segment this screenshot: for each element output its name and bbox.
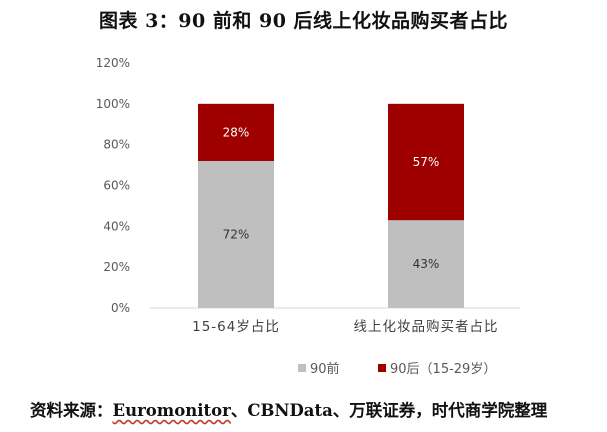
data-label: 57%: [413, 155, 440, 169]
bar-segment: [388, 220, 464, 308]
y-tick-label: 60%: [103, 179, 130, 193]
y-tick-label: 80%: [103, 138, 130, 152]
legend-label: 90前: [310, 361, 340, 377]
bar-segment: [198, 161, 274, 308]
y-tick-label: 120%: [96, 56, 130, 70]
bar-segment: [198, 103, 274, 161]
x-category-label: 线上化妆品购买者占比: [354, 319, 499, 335]
y-tick-label: 0%: [111, 301, 130, 315]
legend-label: 90后（15-29岁）: [390, 362, 496, 377]
data-label: 28%: [223, 125, 250, 139]
y-tick-label: 100%: [96, 97, 130, 111]
bar-segment: [388, 103, 464, 221]
data-label: 72%: [223, 228, 250, 242]
legend-swatch: [298, 364, 306, 372]
source-rest: 、CBNData、万联证券，时代商学院整理: [230, 401, 548, 420]
x-category-label: 15-64岁占比: [192, 319, 280, 335]
y-tick-label: 40%: [103, 219, 130, 233]
source-euromonitor: Euromonitor: [112, 401, 231, 420]
legend-swatch: [378, 364, 386, 372]
y-tick-label: 20%: [103, 260, 130, 274]
source-label: 资料来源：: [30, 401, 113, 420]
chart-title: 图表 3：90 前和 90 后线上化妆品购买者占比: [98, 10, 509, 32]
data-label: 43%: [413, 257, 440, 271]
source-note: 资料来源：Euromonitor、CBNData、万联证券，时代商学院整理: [30, 397, 547, 421]
